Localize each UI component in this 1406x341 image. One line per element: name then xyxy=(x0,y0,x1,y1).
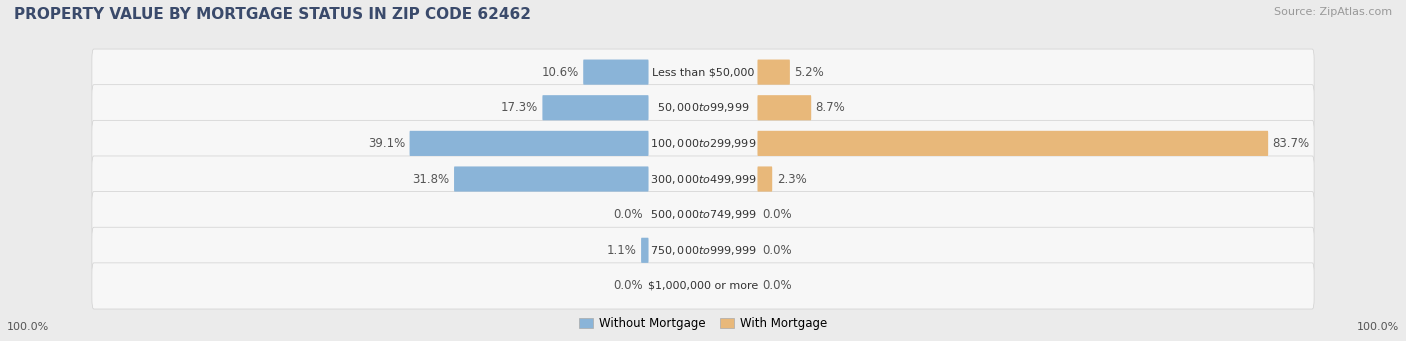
FancyBboxPatch shape xyxy=(409,131,648,156)
Text: $100,000 to $299,999: $100,000 to $299,999 xyxy=(650,137,756,150)
FancyBboxPatch shape xyxy=(454,166,648,192)
Text: $750,000 to $999,999: $750,000 to $999,999 xyxy=(650,244,756,257)
FancyBboxPatch shape xyxy=(543,95,648,120)
FancyBboxPatch shape xyxy=(641,238,648,263)
Text: $1,000,000 or more: $1,000,000 or more xyxy=(648,281,758,291)
Text: Less than $50,000: Less than $50,000 xyxy=(652,67,754,77)
FancyBboxPatch shape xyxy=(91,156,1315,202)
Text: 5.2%: 5.2% xyxy=(794,65,824,79)
FancyBboxPatch shape xyxy=(583,60,648,85)
FancyBboxPatch shape xyxy=(758,131,1268,156)
FancyBboxPatch shape xyxy=(91,227,1315,273)
Text: 31.8%: 31.8% xyxy=(412,173,450,186)
Text: Source: ZipAtlas.com: Source: ZipAtlas.com xyxy=(1274,7,1392,17)
Text: 10.6%: 10.6% xyxy=(541,65,579,79)
Text: 0.0%: 0.0% xyxy=(613,279,644,293)
Text: PROPERTY VALUE BY MORTGAGE STATUS IN ZIP CODE 62462: PROPERTY VALUE BY MORTGAGE STATUS IN ZIP… xyxy=(14,7,531,22)
Text: 0.0%: 0.0% xyxy=(613,208,644,221)
Text: 1.1%: 1.1% xyxy=(607,244,637,257)
Text: 83.7%: 83.7% xyxy=(1272,137,1310,150)
FancyBboxPatch shape xyxy=(91,263,1315,309)
FancyBboxPatch shape xyxy=(91,49,1315,95)
Text: 0.0%: 0.0% xyxy=(762,208,793,221)
Text: $50,000 to $99,999: $50,000 to $99,999 xyxy=(657,101,749,114)
FancyBboxPatch shape xyxy=(91,85,1315,131)
FancyBboxPatch shape xyxy=(91,192,1315,238)
Text: 17.3%: 17.3% xyxy=(501,101,538,114)
FancyBboxPatch shape xyxy=(91,120,1315,166)
Text: 0.0%: 0.0% xyxy=(762,279,793,293)
FancyBboxPatch shape xyxy=(758,95,811,120)
Text: 39.1%: 39.1% xyxy=(368,137,405,150)
Text: 100.0%: 100.0% xyxy=(7,322,49,332)
Text: 0.0%: 0.0% xyxy=(762,244,793,257)
FancyBboxPatch shape xyxy=(758,60,790,85)
Text: $300,000 to $499,999: $300,000 to $499,999 xyxy=(650,173,756,186)
Text: 8.7%: 8.7% xyxy=(815,101,845,114)
Legend: Without Mortgage, With Mortgage: Without Mortgage, With Mortgage xyxy=(574,313,832,335)
Text: 100.0%: 100.0% xyxy=(1357,322,1399,332)
Text: 2.3%: 2.3% xyxy=(776,173,807,186)
FancyBboxPatch shape xyxy=(758,166,772,192)
Text: $500,000 to $749,999: $500,000 to $749,999 xyxy=(650,208,756,221)
